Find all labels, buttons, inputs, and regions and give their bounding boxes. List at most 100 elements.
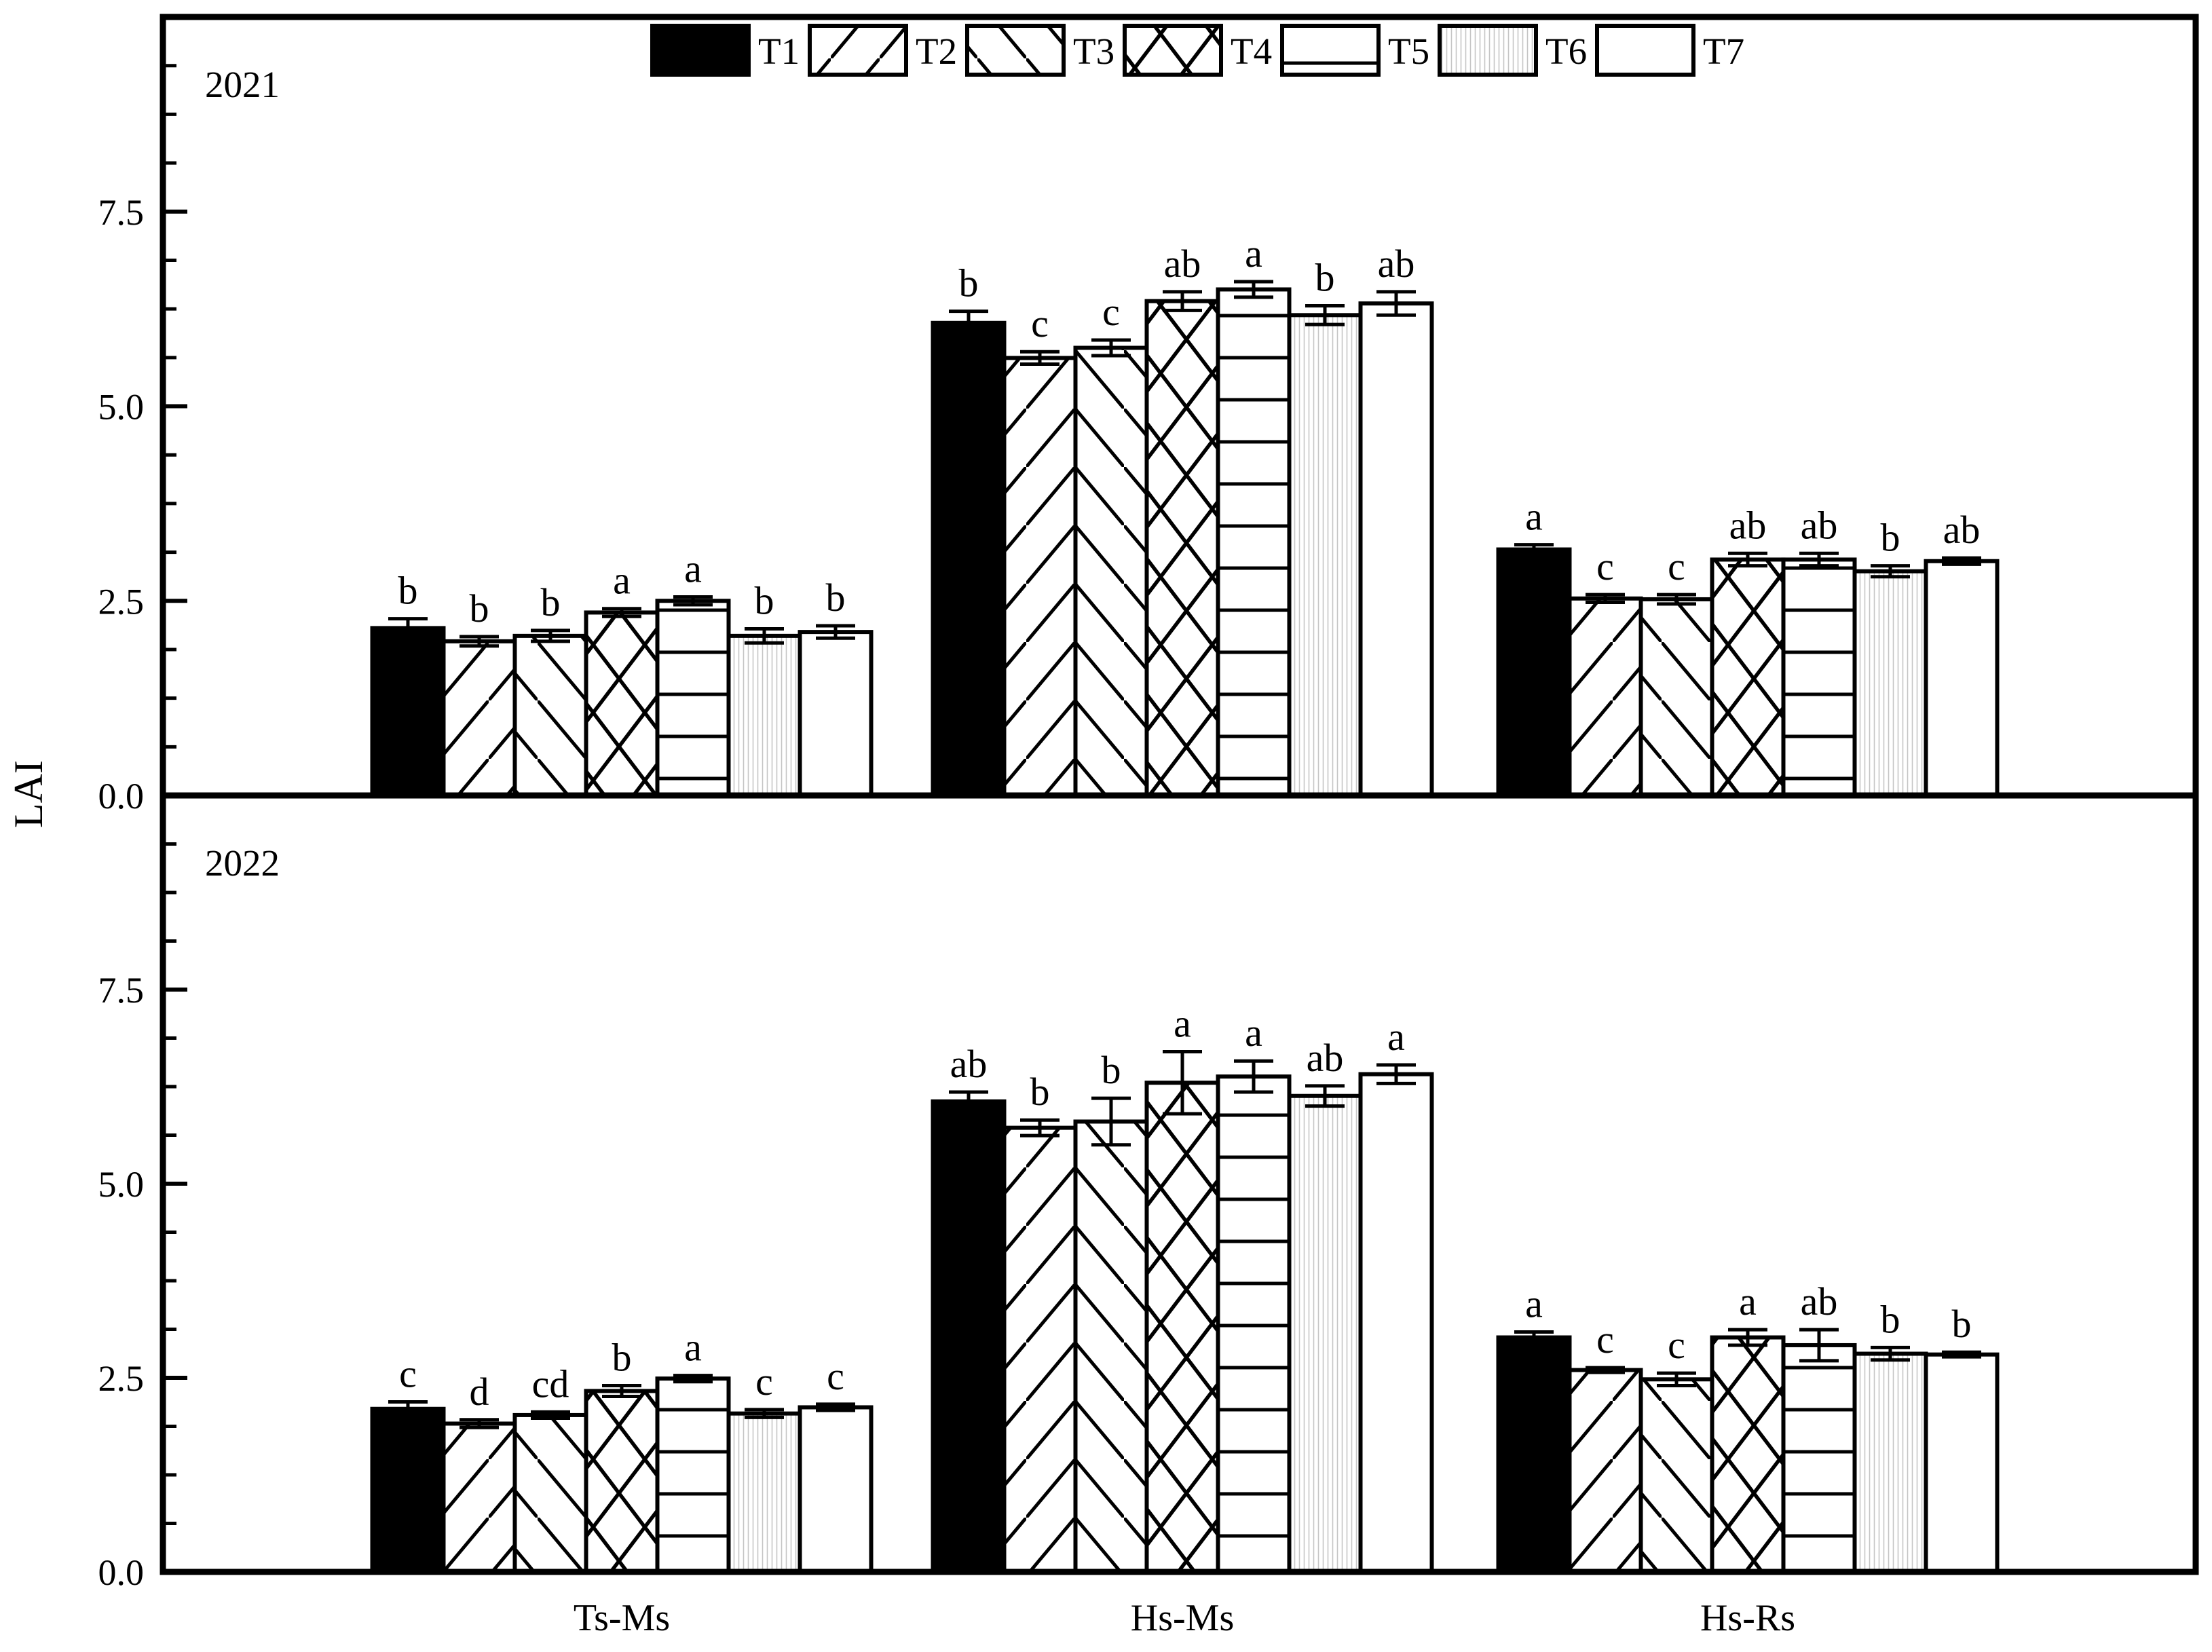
bar-2021-Ts-Ms-T2: [441, 639, 517, 797]
bar-2022-Ts-Ms-T2: [441, 1421, 517, 1575]
sig-letter-2022-Hs-Rs-T6: b: [1881, 1297, 1900, 1341]
y-tick-label-2021-7.5: 7.5: [98, 192, 145, 233]
y-tick-label-2021-2.5: 2.5: [98, 581, 145, 622]
bar-2021-Hs-Rs-T1: [1496, 547, 1572, 797]
bar-2021-Hs-Ms-T7: [1358, 301, 1434, 797]
error-bar-2021-Ts-Ms-T4: [602, 607, 641, 618]
error-bar-2021-Hs-Rs-T6: [1871, 564, 1910, 579]
sig-letter-2021-Ts-Ms-T3: b: [541, 580, 561, 624]
bar-2022-Hs-Rs-T3: [1638, 1377, 1714, 1574]
sig-letter-2021-Hs-Rs-T5: ab: [1801, 503, 1838, 547]
error-bar-2022-Hs-Rs-T5: [1799, 1328, 1839, 1363]
error-bar-2021-Ts-Ms-T7: [816, 624, 855, 640]
bar-2021-Ts-Ms-T7: [798, 630, 874, 797]
bar-2022-Hs-Ms-T3: [1073, 1119, 1149, 1574]
sig-letter-2022-Ts-Ms-T4: b: [612, 1335, 632, 1379]
bar-2022-Hs-Ms-T2: [1002, 1125, 1078, 1574]
legend-label-T2: T2: [916, 31, 957, 72]
legend-swatch-T5: [1280, 24, 1381, 77]
y-tick-label-2022-5: 5.0: [98, 1164, 145, 1205]
error-bar-2021-Ts-Ms-T5: [673, 595, 713, 607]
y-tick-label-2022-0: 0.0: [98, 1552, 145, 1593]
error-bar-2021-Hs-Ms-T4: [1163, 290, 1202, 312]
bar-2021-Hs-Ms-T3: [1073, 345, 1149, 797]
bar-2021-Hs-Ms-T2: [1002, 356, 1078, 797]
bar-2022-Ts-Ms-T5: [655, 1376, 731, 1575]
panel-2021: bbabccbccaababaaabbbbbabab0.02.55.07.520…: [98, 14, 2199, 816]
bar-2022-Ts-Ms-T6: [726, 1411, 802, 1575]
sig-letter-2022-Ts-Ms-T2: d: [470, 1370, 489, 1414]
sig-letter-2022-Hs-Rs-T2: c: [1596, 1317, 1614, 1362]
bar-2022-Ts-Ms-T7: [798, 1405, 874, 1574]
sig-letter-2022-Hs-Rs-T3: c: [1668, 1323, 1685, 1367]
error-bar-2022-Hs-Rs-T4: [1728, 1328, 1767, 1347]
sig-letter-2022-Hs-Ms-T3: b: [1102, 1048, 1121, 1092]
bar-2022-Hs-Rs-T1: [1496, 1335, 1572, 1574]
legend: T1 T2 T3 T4 T5 T6 T7: [650, 24, 1744, 77]
error-bar-2022-Ts-Ms-T6: [745, 1408, 784, 1419]
bar-2021-Hs-Ms-T1: [931, 320, 1007, 797]
sig-letter-2022-Ts-Ms-T5: a: [684, 1326, 702, 1370]
sig-letter-2022-Hs-Rs-T7: b: [1952, 1302, 1972, 1346]
bar-2022-Hs-Rs-T5: [1781, 1343, 1857, 1575]
error-bar-2022-Ts-Ms-T1: [388, 1400, 428, 1418]
sig-letter-2021-Hs-Ms-T7: ab: [1378, 242, 1415, 286]
panel-year-label-2022: 2022: [205, 842, 280, 884]
bar-2022-Hs-Ms-T1: [931, 1099, 1007, 1574]
sig-letter-2022-Hs-Ms-T5: a: [1245, 1011, 1262, 1055]
error-bar-2021-Hs-Ms-T3: [1091, 338, 1131, 358]
bar-2021-Hs-Rs-T5: [1781, 557, 1857, 797]
sig-letter-2021-Hs-Rs-T3: c: [1668, 544, 1685, 588]
error-bar-2022-Hs-Ms-T6: [1305, 1084, 1345, 1108]
sig-letter-2022-Hs-Rs-T4: a: [1739, 1279, 1757, 1324]
error-bar-2022-Hs-Ms-T4: [1163, 1050, 1202, 1116]
sig-letter-2021-Hs-Ms-T5: a: [1245, 231, 1262, 276]
bar-2022-Hs-Ms-T7: [1358, 1072, 1434, 1575]
error-bar-2022-Ts-Ms-T2: [460, 1418, 499, 1429]
error-bar-2021-Ts-Ms-T3: [531, 628, 570, 643]
legend-label-T3: T3: [1073, 31, 1114, 72]
bar-2022-Hs-Rs-T6: [1852, 1351, 1928, 1574]
legend-label-T6: T6: [1545, 31, 1587, 72]
legend-label-T7: T7: [1703, 31, 1744, 72]
sig-letter-2022-Ts-Ms-T7: c: [827, 1354, 844, 1398]
sig-letter-2022-Hs-Ms-T1: ab: [950, 1042, 988, 1086]
error-bar-2022-Ts-Ms-T3: [531, 1410, 570, 1420]
sig-letter-2021-Hs-Ms-T1: b: [959, 261, 979, 305]
bar-2022-Ts-Ms-T1: [370, 1406, 446, 1575]
sig-letter-2021-Ts-Ms-T6: b: [755, 579, 774, 623]
error-bar-2022-Ts-Ms-T4: [602, 1383, 641, 1398]
sig-letter-2021-Hs-Ms-T4: ab: [1164, 242, 1201, 286]
error-bar-2021-Ts-Ms-T6: [745, 627, 784, 645]
x-category-label-Hs-Rs: Hs-Rs: [1700, 1597, 1795, 1639]
error-bar-2022-Ts-Ms-T7: [816, 1402, 855, 1412]
sig-letter-2021-Hs-Rs-T7: ab: [1943, 508, 1981, 552]
bar-2022-Hs-Ms-T6: [1287, 1093, 1363, 1574]
sig-letter-2021-Ts-Ms-T4: a: [613, 559, 631, 603]
y-tick-label-2021-5: 5.0: [98, 387, 145, 428]
sig-letter-2021-Hs-Ms-T6: b: [1315, 256, 1335, 300]
y-tick-label-2022-2.5: 2.5: [98, 1358, 145, 1399]
sig-letter-2021-Hs-Ms-T3: c: [1102, 290, 1120, 334]
y-axis-title: LAI: [6, 760, 51, 828]
legend-swatch-T6: [1438, 24, 1538, 77]
error-bar-2022-Hs-Rs-T7: [1942, 1350, 1981, 1359]
error-bar-2022-Ts-Ms-T5: [673, 1374, 713, 1384]
error-bar-2021-Ts-Ms-T2: [460, 635, 499, 648]
bar-2022-Hs-Ms-T4: [1144, 1081, 1220, 1574]
sig-letter-2021-Hs-Rs-T4: ab: [1729, 503, 1767, 547]
bar-2021-Ts-Ms-T4: [584, 610, 660, 798]
bar-2021-Hs-Rs-T4: [1710, 557, 1786, 797]
sig-letter-2022-Ts-Ms-T3: cd: [532, 1362, 569, 1406]
sig-letter-2021-Hs-Ms-T2: c: [1031, 301, 1049, 345]
sig-letter-2021-Hs-Rs-T6: b: [1881, 516, 1900, 560]
legend-swatch-T1: [650, 24, 751, 77]
x-category-label-Ts-Ms: Ts-Ms: [574, 1597, 670, 1639]
error-bar-2022-Hs-Ms-T3: [1091, 1096, 1131, 1147]
bar-2022-Hs-Rs-T2: [1567, 1368, 1643, 1575]
bar-2021-Ts-Ms-T5: [655, 599, 731, 797]
error-bar-2021-Hs-Ms-T5: [1234, 280, 1273, 299]
error-bar-2021-Hs-Rs-T3: [1657, 593, 1696, 606]
